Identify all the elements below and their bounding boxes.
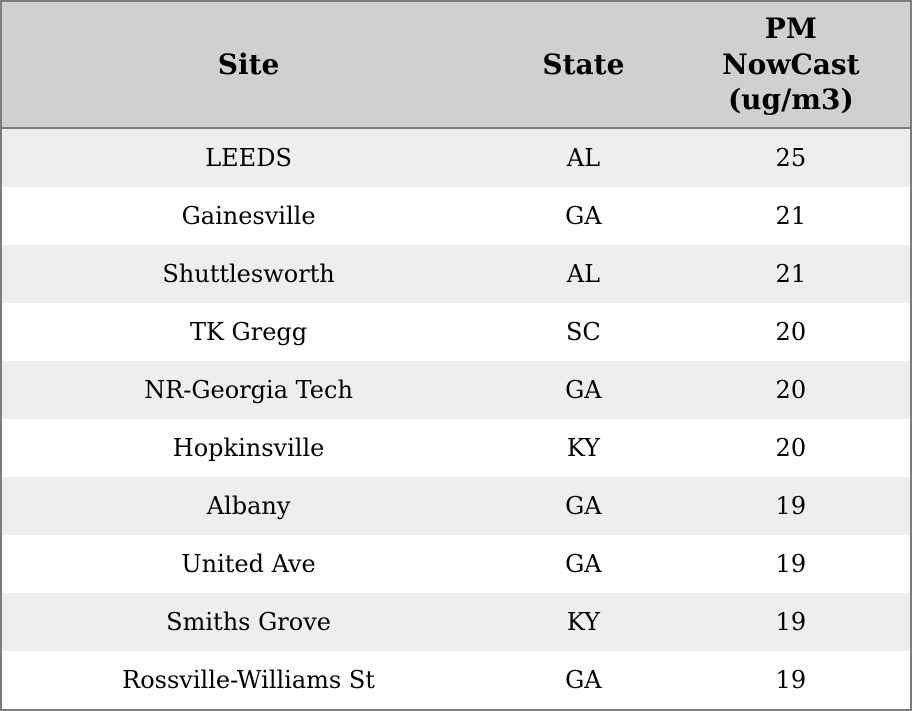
site-cell: Rossville-Williams St — [122, 665, 375, 694]
table-row: TK Gregg SC 20 — [1, 302, 911, 361]
pm-value-cell: 21 — [775, 202, 807, 230]
table-row: Gainesville GA 21 — [1, 187, 911, 245]
table-row: Rossville-Williams St GA 19 — [1, 650, 911, 710]
site-cell: Shuttlesworth — [162, 259, 335, 288]
pm-value-cell: 19 — [775, 549, 807, 578]
state-cell: GA — [565, 491, 602, 520]
state-cell: GA — [565, 375, 602, 404]
table-row: Albany GA 19 — [1, 476, 911, 535]
site-cell: United Ave — [181, 549, 316, 578]
state-cell: KY — [566, 433, 600, 462]
pm-value-cell: 25 — [775, 144, 807, 172]
table-row: United Ave GA 19 — [1, 534, 911, 593]
pm-value-cell: 19 — [775, 607, 807, 636]
site-cell: Smiths Grove — [166, 607, 331, 636]
table-row: Shuttlesworth AL 21 — [1, 245, 911, 303]
pm-value-cell: 20 — [775, 375, 807, 404]
table-row: NR-Georgia Tech GA 20 — [1, 360, 911, 419]
state-cell: GA — [565, 549, 602, 578]
site-cell: NR-Georgia Tech — [144, 375, 353, 404]
table-body: LEEDS AL 25 Gainesville GA 21 Shuttleswo… — [1, 128, 911, 710]
state-cell: AL — [566, 144, 601, 172]
site-cell: TK Gregg — [189, 317, 308, 346]
state-cell: AL — [566, 259, 601, 288]
site-cell: Hopkinsville — [172, 433, 325, 462]
table-row: Smiths Grove KY 19 — [1, 592, 911, 651]
pm-value-cell: 20 — [775, 317, 807, 346]
state-cell: KY — [566, 607, 600, 636]
column-header-pm-nowcast: PM NowCast (ug/m3) — [671, 1, 911, 129]
header-row: Site State PM NowCast (ug/m3) — [1, 1, 911, 129]
site-cell: Albany — [206, 491, 291, 520]
state-cell: SC — [565, 317, 601, 346]
table-header: Site State PM NowCast (ug/m3) — [1, 1, 911, 129]
pm-value-cell: 21 — [775, 259, 807, 288]
site-cell: LEEDS — [205, 144, 292, 172]
table-row: LEEDS AL 25 — [1, 128, 911, 188]
site-cell: Gainesville — [181, 202, 316, 230]
pm-value-cell: 19 — [775, 665, 807, 694]
state-cell: GA — [565, 202, 602, 230]
column-header-state: State — [495, 1, 672, 129]
pm-value-cell: 20 — [775, 433, 807, 462]
table-row: Hopkinsville KY 20 — [1, 418, 911, 477]
pm-value-cell: 19 — [775, 491, 807, 520]
column-header-site: Site — [1, 1, 496, 129]
state-cell: GA — [565, 665, 602, 694]
